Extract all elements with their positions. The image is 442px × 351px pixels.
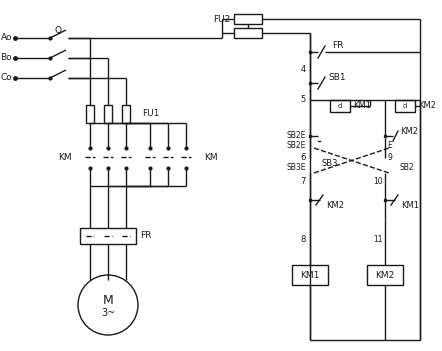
Bar <box>80 228 136 244</box>
Text: KM2: KM2 <box>400 126 418 135</box>
Text: 4: 4 <box>301 66 306 74</box>
Text: SB3: SB3 <box>322 159 338 167</box>
Text: E: E <box>387 140 392 150</box>
Text: KM2: KM2 <box>418 101 436 111</box>
Bar <box>330 100 350 112</box>
Bar <box>234 14 262 24</box>
Bar <box>395 100 415 112</box>
Text: SB2E: SB2E <box>286 140 306 150</box>
Text: SB2E: SB2E <box>286 132 306 140</box>
Text: M: M <box>103 293 114 306</box>
Text: SB2: SB2 <box>399 164 414 172</box>
Text: 8: 8 <box>301 236 306 245</box>
Text: FR: FR <box>332 40 343 49</box>
Text: Ao: Ao <box>0 33 12 42</box>
Text: KM2: KM2 <box>375 271 395 279</box>
Bar <box>367 265 403 285</box>
Text: KM1: KM1 <box>300 271 320 279</box>
Text: 7: 7 <box>301 178 306 186</box>
Text: 9: 9 <box>387 153 392 163</box>
Text: 5: 5 <box>301 95 306 105</box>
Text: Co: Co <box>0 73 12 82</box>
Text: d: d <box>338 103 342 109</box>
Text: 10: 10 <box>373 178 383 186</box>
Text: Bo: Bo <box>0 53 12 62</box>
Text: 3~: 3~ <box>101 308 115 318</box>
Text: KM2: KM2 <box>326 200 344 210</box>
Text: 6: 6 <box>301 153 306 163</box>
Text: KM1: KM1 <box>401 200 419 210</box>
Bar <box>122 105 130 123</box>
Text: SB3E: SB3E <box>286 164 306 172</box>
Bar <box>234 28 262 38</box>
Text: FU2: FU2 <box>213 14 230 24</box>
Text: KM: KM <box>204 153 217 163</box>
Bar <box>292 265 328 285</box>
Bar <box>104 105 112 123</box>
Text: d: d <box>403 103 407 109</box>
Text: 11: 11 <box>373 236 383 245</box>
Text: FR: FR <box>140 232 151 240</box>
Text: KM1: KM1 <box>353 101 371 111</box>
Text: SB1: SB1 <box>328 73 346 82</box>
Text: FU1: FU1 <box>142 110 160 119</box>
Bar <box>86 105 94 123</box>
Text: KM: KM <box>58 153 72 163</box>
Text: Q: Q <box>54 26 61 34</box>
